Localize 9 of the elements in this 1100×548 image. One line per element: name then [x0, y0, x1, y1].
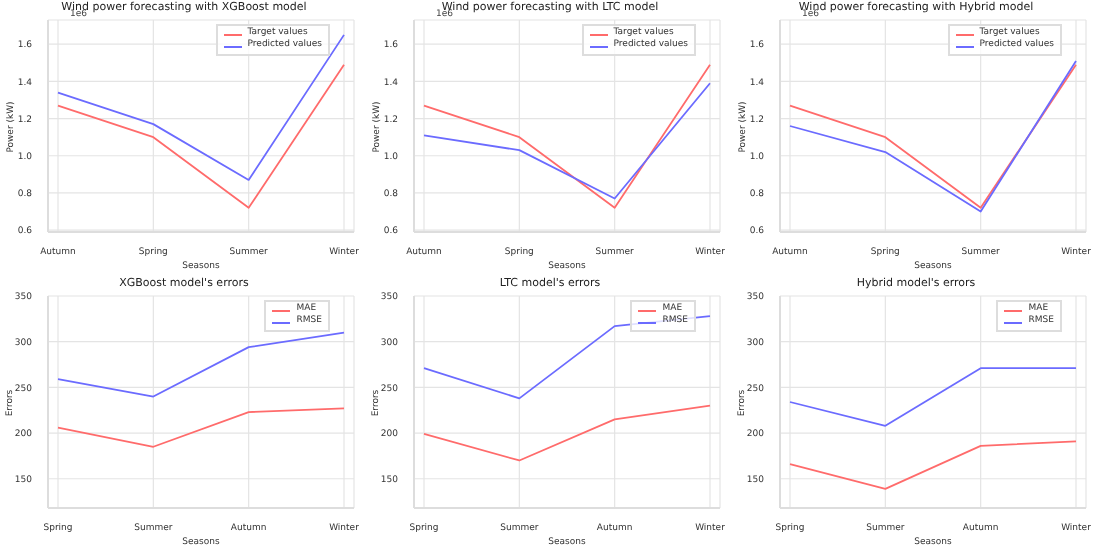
line-series	[57, 63, 345, 209]
line-series	[789, 440, 1077, 490]
line-series	[423, 315, 711, 400]
line-series	[423, 404, 711, 462]
line-series	[423, 63, 711, 209]
line-series	[57, 331, 345, 398]
line-series	[57, 33, 345, 181]
line-series	[423, 82, 711, 200]
line-series	[57, 407, 345, 448]
